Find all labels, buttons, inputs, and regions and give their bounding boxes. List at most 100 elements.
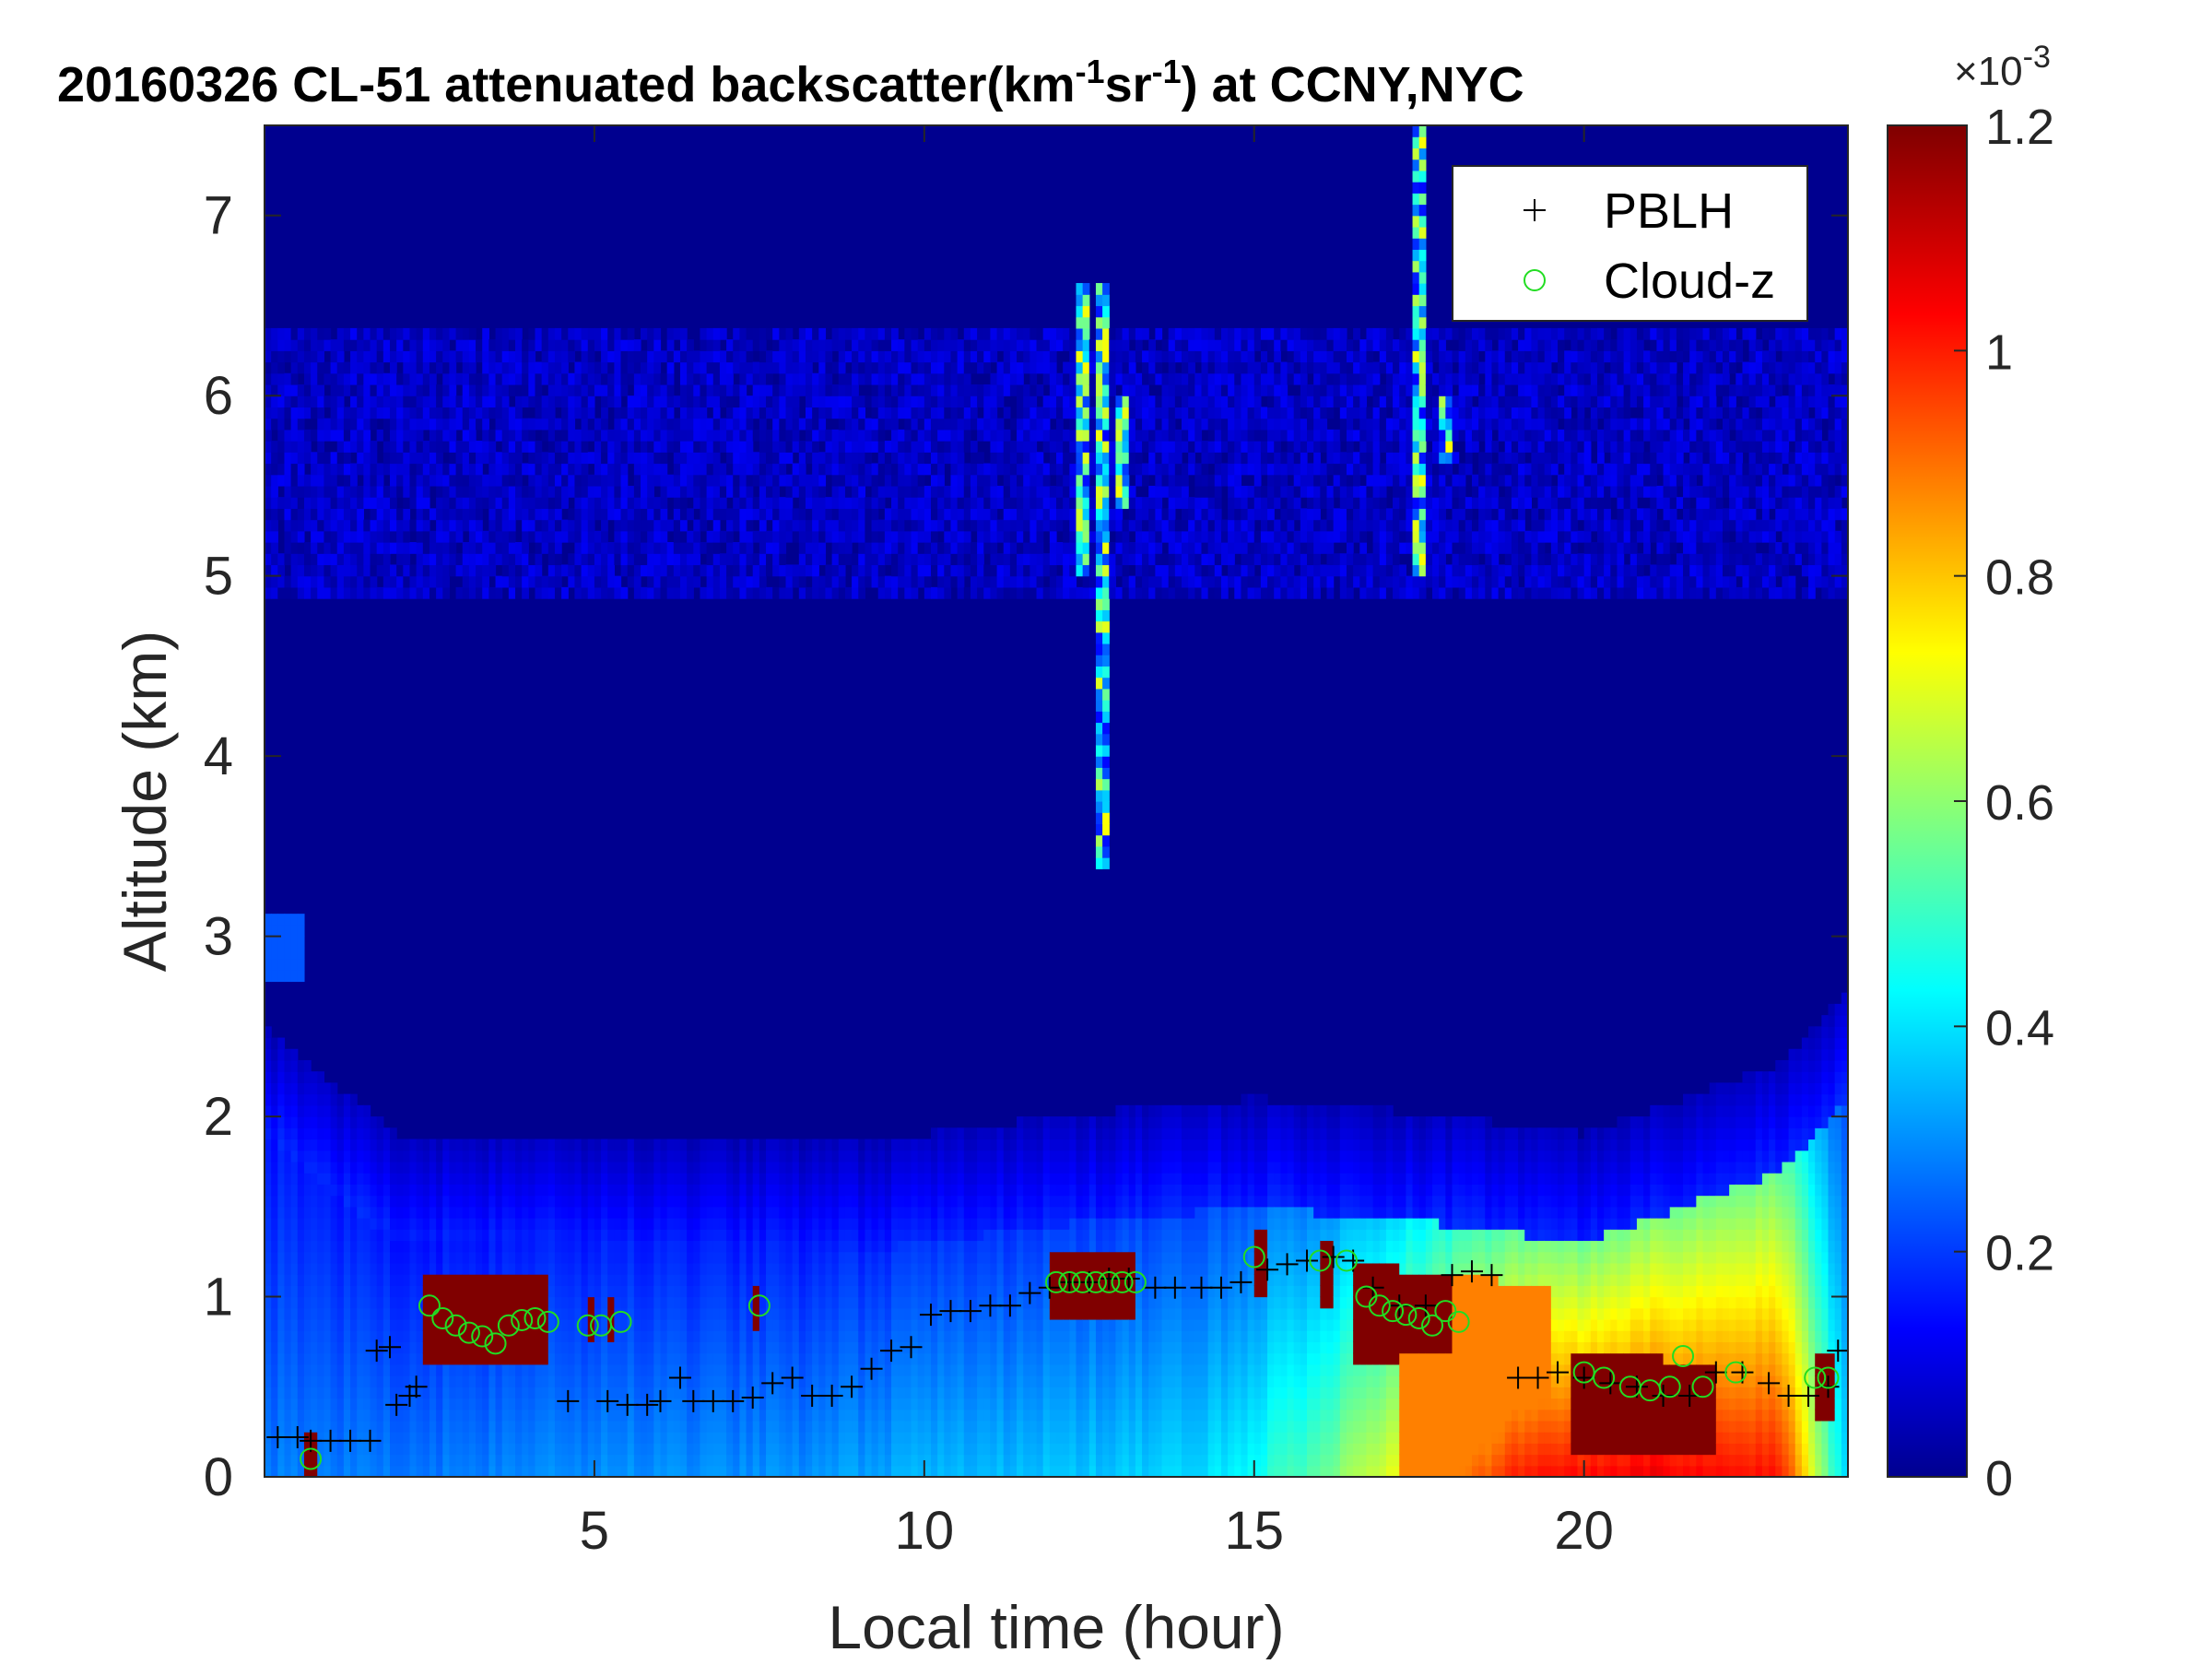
- heatmap-cell: [290, 1251, 299, 1264]
- heatmap-cell: [522, 1274, 529, 1286]
- heatmap-cell: [858, 497, 866, 509]
- heatmap-cell: [700, 429, 708, 442]
- heatmap-cell: [284, 395, 292, 408]
- heatmap-cell: [324, 1161, 332, 1174]
- heatmap-cell: [382, 1229, 391, 1242]
- heatmap-cell: [594, 384, 602, 396]
- heatmap-cell: [752, 530, 760, 543]
- heatmap-cell: [357, 497, 364, 509]
- heatmap-cell: [798, 508, 806, 521]
- heatmap-cell: [403, 1274, 411, 1286]
- heatmap-cell: [601, 1229, 608, 1242]
- heatmap-cell: [666, 586, 675, 599]
- heatmap-cell: [297, 1465, 305, 1477]
- heatmap-cell: [376, 1262, 384, 1275]
- heatmap-cell: [752, 1352, 760, 1365]
- heatmap-cell: [766, 1409, 773, 1422]
- heatmap-cell: [679, 485, 688, 498]
- heatmap-cell: [660, 395, 668, 408]
- heatmap-cell: [317, 1341, 325, 1354]
- heatmap-cell: [330, 1093, 338, 1106]
- heatmap-cell: [779, 463, 787, 476]
- heatmap-cell: [746, 497, 754, 509]
- heatmap-cell: [641, 350, 648, 363]
- heatmap-cell: [838, 1432, 846, 1444]
- heatmap-cell: [601, 1161, 608, 1174]
- heatmap-cell: [812, 1251, 819, 1264]
- heatmap-cell: [429, 361, 437, 374]
- heatmap-cell: [660, 508, 668, 521]
- heatmap-cell: [403, 1150, 411, 1162]
- heatmap-cell: [350, 1443, 358, 1456]
- heatmap-cell: [877, 1352, 886, 1365]
- heatmap-cell: [265, 1363, 272, 1376]
- heatmap-cell: [277, 1161, 286, 1174]
- heatmap-cell: [311, 1387, 318, 1399]
- heatmap-cell: [277, 553, 286, 566]
- heatmap-cell: [700, 395, 708, 408]
- heatmap-cell: [501, 553, 510, 566]
- heatmap-cell: [641, 564, 648, 577]
- heatmap-cell: [568, 474, 576, 487]
- heatmap-cell: [614, 1375, 622, 1387]
- heatmap-cell: [561, 1420, 569, 1433]
- heatmap-cell: [838, 1420, 846, 1433]
- heatmap-cell: [468, 452, 477, 465]
- heatmap-cell: [785, 1240, 794, 1253]
- heatmap-cell: [462, 1139, 470, 1151]
- heatmap-cell: [706, 1184, 714, 1197]
- heatmap-cell: [429, 542, 437, 554]
- heatmap-cell: [660, 463, 668, 476]
- heatmap-cell: [482, 1443, 489, 1456]
- heatmap-cell: [825, 429, 833, 442]
- heatmap-cell: [792, 418, 800, 431]
- heatmap-cell: [297, 395, 305, 408]
- heatmap-cell: [852, 1352, 859, 1365]
- heatmap-cell: [561, 497, 569, 509]
- heatmap-cell: [726, 1285, 734, 1298]
- heatmap-cell: [324, 1443, 332, 1456]
- heatmap-cell: [390, 1251, 397, 1264]
- heatmap-cell: [290, 508, 299, 521]
- heatmap-cell: [627, 1375, 635, 1387]
- heatmap-cell: [336, 1341, 345, 1354]
- heatmap-cell: [587, 1161, 595, 1174]
- heatmap-cell: [416, 1454, 424, 1467]
- heatmap-cell: [601, 1432, 608, 1444]
- heatmap-cell: [647, 1161, 654, 1174]
- heatmap-cell: [442, 485, 451, 498]
- heatmap-cell: [363, 1285, 371, 1298]
- heatmap-cell: [852, 1139, 859, 1151]
- heatmap-cell: [390, 1139, 397, 1151]
- heatmap-cell: [436, 508, 443, 521]
- heatmap-cell: [641, 1274, 648, 1286]
- heatmap-cell: [852, 1318, 859, 1331]
- heatmap-cell: [290, 530, 299, 543]
- heatmap-cell: [501, 1307, 510, 1320]
- heatmap-cell: [422, 441, 430, 453]
- heatmap-cell: [554, 553, 562, 566]
- heatmap-cell: [818, 1363, 827, 1376]
- heatmap-cell: [574, 463, 582, 476]
- heatmap-cell: [495, 575, 503, 588]
- heatmap-cell: [317, 508, 325, 521]
- heatmap-cell: [700, 1206, 708, 1219]
- heatmap-cell: [350, 372, 358, 385]
- heatmap-cell: [858, 1285, 866, 1298]
- heatmap-cell: [666, 1454, 675, 1467]
- heatmap-cell: [416, 1184, 424, 1197]
- heatmap-cell: [501, 339, 510, 351]
- heatmap-cell: [779, 452, 787, 465]
- heatmap-cell: [370, 1330, 378, 1342]
- heatmap-cell: [495, 1274, 503, 1286]
- heatmap-cell: [330, 463, 338, 476]
- heatmap-cell: [844, 1161, 853, 1174]
- heatmap-cell: [706, 542, 714, 554]
- heatmap-cell: [825, 1251, 833, 1264]
- heatmap-cell: [422, 575, 430, 588]
- heatmap-cell: [838, 1206, 846, 1219]
- heatmap-cell: [495, 1139, 503, 1151]
- heatmap-cell: [311, 553, 318, 566]
- heatmap-cell: [871, 564, 879, 577]
- heatmap-cell: [429, 441, 437, 453]
